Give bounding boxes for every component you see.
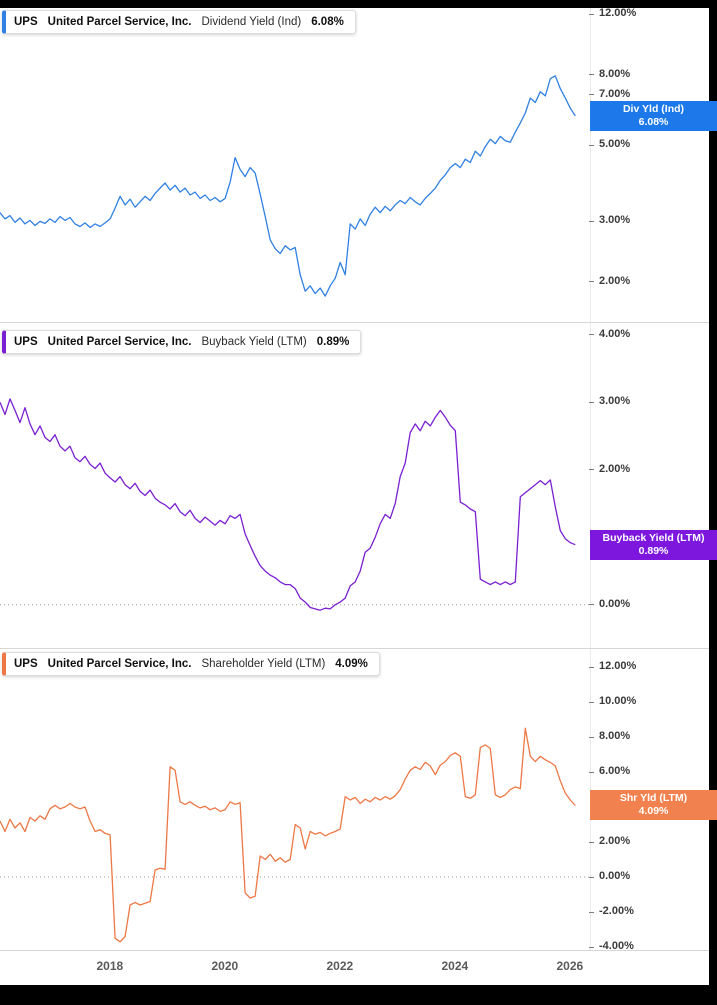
badge-title: Div Yld (Ind) — [622, 102, 685, 115]
buyback-yield-series-line[interactable] — [0, 398, 576, 611]
metric-value: 0.89% — [316, 336, 350, 348]
panel-separator — [0, 648, 709, 649]
axis-divider — [590, 8, 591, 950]
last-value-badge-dividend-yield[interactable]: Div Yld (Ind) 6.08% — [590, 100, 717, 131]
x-axis-tick-label: 2020 — [211, 959, 239, 973]
shareholder-yield-series-line[interactable] — [0, 727, 576, 943]
dividend-yield-series-line[interactable] — [0, 75, 576, 297]
last-value-badge-buyback-yield[interactable]: Buyback Yield (LTM) 0.89% — [590, 529, 717, 560]
panel-separator — [0, 950, 709, 951]
badge-value: 4.09% — [638, 805, 669, 818]
metric-name: Shareholder Yield (LTM) — [201, 658, 326, 670]
x-axis[interactable]: 2018 2020 2022 2024 2026 — [0, 950, 709, 985]
metric-name: Dividend Yield (Ind) — [201, 16, 302, 28]
company-name: United Parcel Service, Inc. — [47, 16, 192, 28]
panel-separator — [0, 322, 709, 323]
company-name: United Parcel Service, Inc. — [47, 336, 192, 348]
last-value-badge-shareholder-yield[interactable]: Shr Yld (LTM) 4.09% — [590, 790, 717, 821]
metric-value: 4.09% — [335, 658, 368, 670]
badge-title: Buyback Yield (LTM) — [602, 531, 705, 544]
legend-shareholder-yield[interactable]: UPS United Parcel Service, Inc. Sharehol… — [2, 652, 380, 676]
x-axis-tick-label: 2026 — [556, 959, 584, 973]
legend-buyback-yield[interactable]: UPS United Parcel Service, Inc. Buyback … — [2, 330, 362, 354]
badge-value: 6.08% — [638, 115, 669, 128]
badge-title: Shr Yld (LTM) — [619, 792, 688, 805]
ticker-label: UPS — [14, 16, 38, 28]
badge-value: 0.89% — [638, 544, 669, 557]
x-axis-tick-label: 2022 — [326, 959, 354, 973]
company-name: United Parcel Service, Inc. — [47, 658, 192, 670]
ticker-label: UPS — [14, 658, 38, 670]
legend-dividend-yield[interactable]: UPS United Parcel Service, Inc. Dividend… — [2, 10, 356, 34]
x-axis-tick-label: 2018 — [96, 959, 124, 973]
ticker-label: UPS — [14, 336, 38, 348]
metric-name: Buyback Yield (LTM) — [201, 336, 307, 348]
x-axis-tick-label: 2024 — [441, 959, 469, 973]
metric-value: 6.08% — [311, 16, 344, 28]
